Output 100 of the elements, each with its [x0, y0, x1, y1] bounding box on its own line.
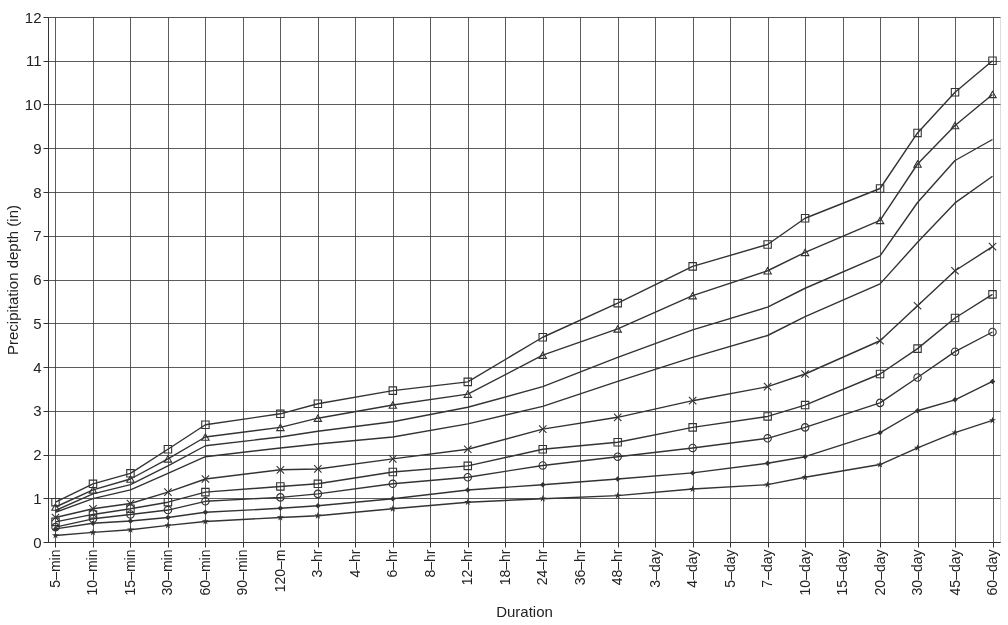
point	[88, 486, 98, 494]
point	[875, 398, 885, 408]
y-tick-label: 11	[25, 52, 42, 70]
point	[913, 160, 922, 168]
point	[800, 423, 810, 432]
x-tick-label: 48–hr	[609, 549, 626, 586]
point	[876, 460, 884, 468]
point	[802, 453, 808, 460]
point	[764, 480, 772, 488]
point	[51, 517, 60, 527]
point	[388, 479, 398, 489]
point	[126, 526, 134, 533]
point	[538, 461, 547, 470]
point	[88, 510, 98, 519]
point	[763, 240, 772, 249]
x-tick-label: 36–hr	[571, 549, 588, 586]
y-tick-label: 9	[33, 139, 42, 157]
point	[313, 489, 323, 499]
point	[126, 475, 135, 483]
y-tick-label: 5	[33, 314, 42, 332]
point	[950, 87, 960, 97]
point	[988, 242, 997, 251]
point	[51, 497, 60, 507]
point	[276, 482, 285, 491]
point	[538, 444, 547, 454]
point	[163, 455, 173, 463]
point	[52, 526, 59, 532]
point	[201, 433, 210, 441]
point	[89, 528, 97, 536]
point	[201, 420, 210, 430]
point	[800, 369, 810, 379]
x-tick-label: 60–min	[196, 549, 213, 596]
point	[540, 481, 546, 488]
x-tick-label: 20–day	[871, 549, 888, 596]
point	[388, 401, 398, 409]
point	[763, 434, 772, 443]
point	[276, 465, 285, 475]
x-tick-label: 30–day	[909, 549, 926, 596]
point	[276, 423, 285, 432]
point	[800, 213, 810, 223]
x-tick-label: 3–hr	[309, 549, 326, 578]
point	[51, 503, 60, 511]
point	[201, 517, 209, 525]
point	[988, 90, 997, 99]
point	[875, 184, 885, 193]
point	[465, 487, 471, 493]
point	[988, 290, 997, 299]
point	[51, 531, 60, 539]
point	[538, 332, 547, 342]
point	[313, 464, 323, 474]
x-tick-label: 30–min	[159, 549, 176, 596]
point	[463, 444, 473, 454]
point	[800, 400, 810, 410]
point	[913, 301, 922, 311]
point	[313, 414, 323, 422]
point	[164, 521, 172, 529]
point	[463, 473, 473, 482]
y-tick-label: 12	[24, 8, 42, 26]
x-tick-label: 5–day	[721, 549, 738, 588]
x-tick-label: 90–min	[234, 549, 251, 596]
y-axis-title: Precipitation depth (in)	[3, 204, 21, 356]
y-tick-label: 2	[33, 446, 42, 463]
point	[950, 313, 960, 323]
point	[689, 470, 696, 476]
point	[763, 412, 772, 421]
x-tick-label: 18–hr	[496, 549, 513, 586]
point	[875, 216, 885, 225]
point	[688, 396, 697, 405]
x-tick-label: 5–min	[47, 549, 63, 588]
point	[613, 437, 622, 447]
point	[613, 298, 622, 308]
point	[763, 382, 772, 391]
point	[201, 487, 210, 497]
point	[613, 413, 622, 422]
point	[914, 408, 921, 414]
x-tick-label: 12–hr	[459, 549, 476, 586]
x-tick-label: 45–day	[946, 549, 963, 596]
x-tick-label: 7–day	[759, 549, 776, 588]
point	[315, 502, 321, 509]
point	[689, 485, 697, 493]
y-tick-label: 1	[33, 489, 42, 507]
y-tick-label: 0	[33, 533, 42, 551]
y-tick-label: 8	[33, 183, 42, 201]
point	[875, 336, 885, 346]
point	[202, 509, 209, 515]
point	[201, 474, 210, 484]
point	[800, 248, 810, 257]
point	[276, 409, 285, 419]
point	[877, 429, 883, 436]
point	[88, 514, 98, 524]
point	[913, 128, 922, 138]
point	[463, 461, 473, 471]
point	[313, 399, 323, 409]
x-tick-label: 8–hr	[421, 549, 438, 578]
point	[951, 428, 959, 436]
x-tick-label: 120–m	[271, 549, 288, 593]
point	[913, 344, 922, 353]
x-tick-label: 6–hr	[384, 549, 401, 578]
x-tick-label: 10–day	[796, 549, 813, 596]
point	[988, 327, 997, 337]
